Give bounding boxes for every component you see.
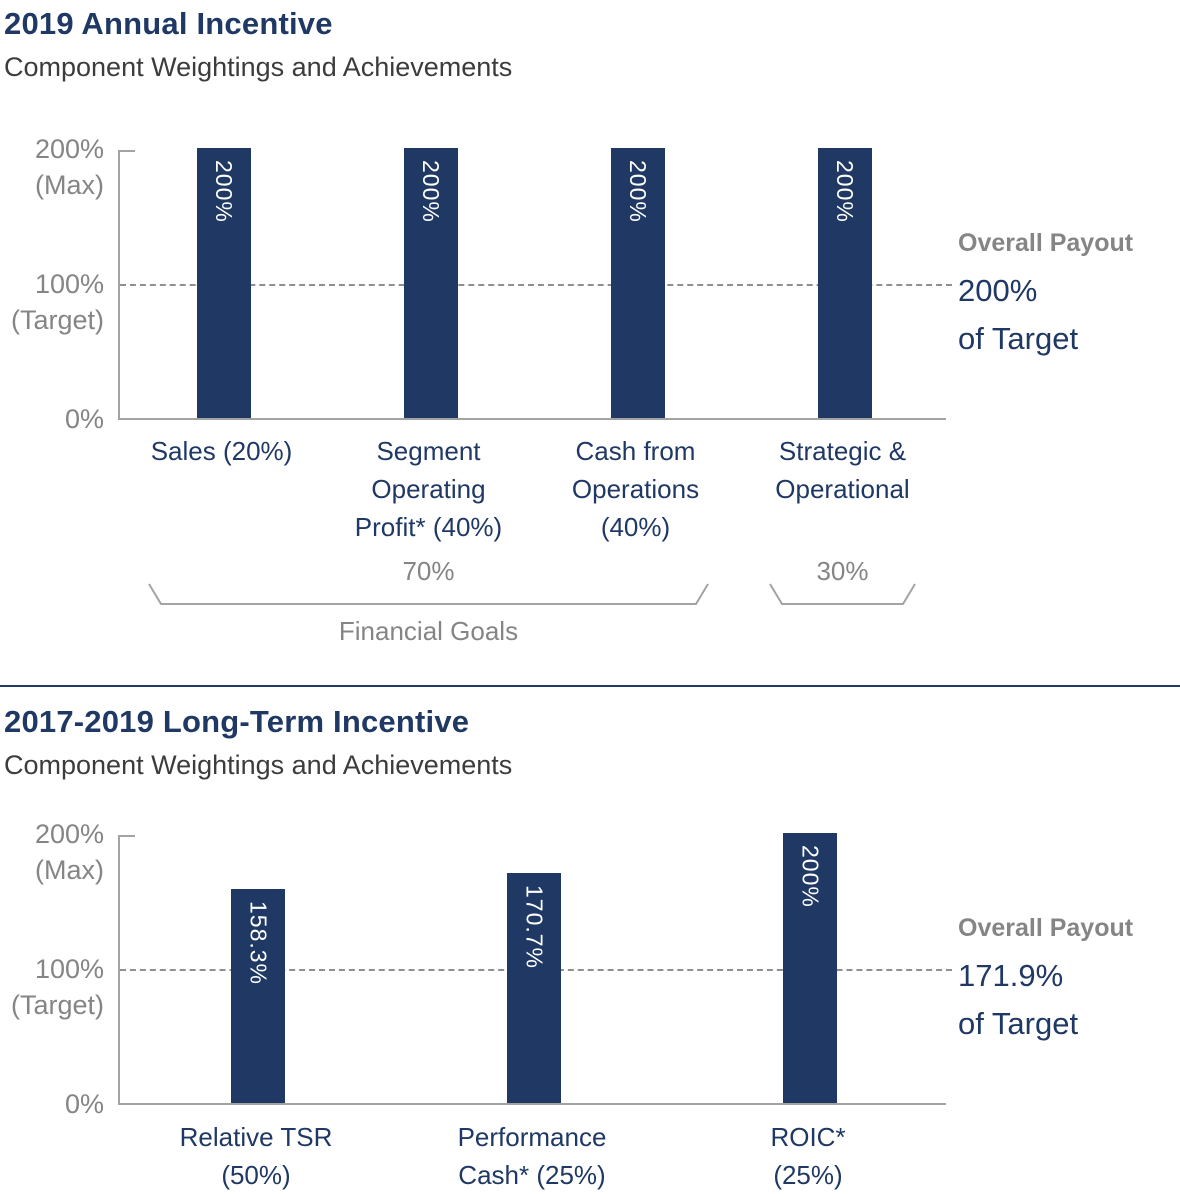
category-label: Performance Cash* (25%)	[392, 1118, 672, 1194]
overall-payout-heading: Overall Payout	[958, 229, 1134, 257]
y-axis-tick-label: 200%	[34, 819, 104, 849]
category-label-line: Segment	[376, 436, 481, 466]
chart-subtitle: Component Weightings and Achievements	[4, 52, 513, 82]
category-label-line: Operating	[371, 474, 486, 504]
bar-value-label: 170.7%	[521, 884, 548, 969]
category-label-line: Profit* (40%)	[354, 512, 503, 542]
plot-area: 158.3% 170.7% 200%	[118, 833, 952, 1105]
category-label-line: Operations	[571, 474, 700, 504]
category-label: ROIC* (25%)	[668, 1118, 948, 1194]
category-label: Strategic & Operational	[703, 432, 983, 508]
category-label-line: Strategic &	[778, 436, 907, 466]
overall-payout-suffix: of Target	[958, 321, 1079, 356]
y-axis-tick-sublabel: (Target)	[10, 990, 104, 1020]
bar: 200%	[610, 148, 665, 418]
category-label-line: Sales (20%)	[150, 436, 293, 466]
bar: 170.7%	[507, 872, 561, 1103]
y-axis-tick-sublabel: (Target)	[10, 305, 104, 335]
y-axis-tick-sublabel: (Max)	[35, 855, 104, 885]
category-label-line: Performance	[457, 1122, 607, 1152]
bar-value-label: 158.3%	[245, 901, 272, 986]
overall-payout-value: 200%	[958, 273, 1038, 308]
bar-value-label: 200%	[797, 845, 824, 908]
bar-value-label: 200%	[832, 160, 858, 223]
bar: 200%	[817, 148, 872, 418]
y-axis-tick-label: 200%	[34, 134, 104, 164]
bar: 200%	[196, 148, 251, 418]
category-label-line: (40%)	[600, 512, 671, 542]
chart-title: 2019 Annual Incentive	[4, 6, 333, 41]
axis-tick	[118, 835, 135, 837]
category-label-line: Relative TSR	[179, 1122, 333, 1152]
group-weight-label: 30%	[816, 556, 869, 586]
category-label-line: (25%)	[773, 1160, 843, 1190]
target-dashed-line	[120, 284, 952, 286]
category-label-line: ROIC*	[770, 1122, 846, 1152]
overall-payout-value: 171.9%	[958, 958, 1064, 993]
bar-value-label: 200%	[625, 160, 651, 223]
category-label-line: Cash* (25%)	[458, 1160, 606, 1190]
y-axis-tick-label: 0%	[64, 1089, 104, 1119]
group-bracket	[148, 583, 709, 605]
category-label: Segment Operating Profit* (40%)	[289, 432, 569, 546]
category-label-line: Operational	[775, 474, 910, 504]
category-label: Relative TSR (50%)	[116, 1118, 396, 1194]
axis-tick	[118, 150, 135, 152]
bar: 200%	[783, 833, 837, 1103]
section-divider	[0, 685, 1180, 687]
overall-payout-annotation: Overall Payout 171.9% of Target	[958, 914, 1178, 1042]
bar-value-label: 200%	[418, 160, 444, 223]
y-axis-tick-label: 100%	[34, 954, 104, 984]
chart-subtitle: Component Weightings and Achievements	[4, 750, 513, 780]
overall-payout-heading: Overall Payout	[958, 914, 1134, 942]
bar: 200%	[403, 148, 458, 418]
plot-area: 200% 200% 200% 200%	[118, 148, 952, 420]
group-weight-label: 70%	[402, 556, 455, 586]
bar-value-label: 200%	[211, 160, 237, 223]
category-label-line: (50%)	[221, 1160, 291, 1190]
category-label-line: Cash from	[575, 436, 696, 466]
group-name-label: Financial Goals	[338, 616, 519, 646]
annual-incentive-chart: 2019 Annual Incentive Component Weightin…	[4, 6, 1178, 646]
y-axis-tick-sublabel: (Max)	[35, 170, 104, 200]
overall-payout-annotation: Overall Payout 200% of Target	[958, 229, 1178, 357]
overall-payout-suffix: of Target	[958, 1006, 1079, 1041]
y-axis-tick-label: 100%	[34, 269, 104, 299]
group-bracket	[769, 583, 916, 605]
long-term-incentive-chart: 2017-2019 Long-Term Incentive Component …	[0, 698, 1180, 1194]
bar: 158.3%	[231, 889, 285, 1103]
category-label: Sales (20%)	[82, 432, 362, 470]
y-axis-tick-label: 0%	[64, 404, 104, 434]
chart-title: 2017-2019 Long-Term Incentive	[4, 704, 470, 739]
category-label: Cash from Operations (40%)	[496, 432, 776, 546]
